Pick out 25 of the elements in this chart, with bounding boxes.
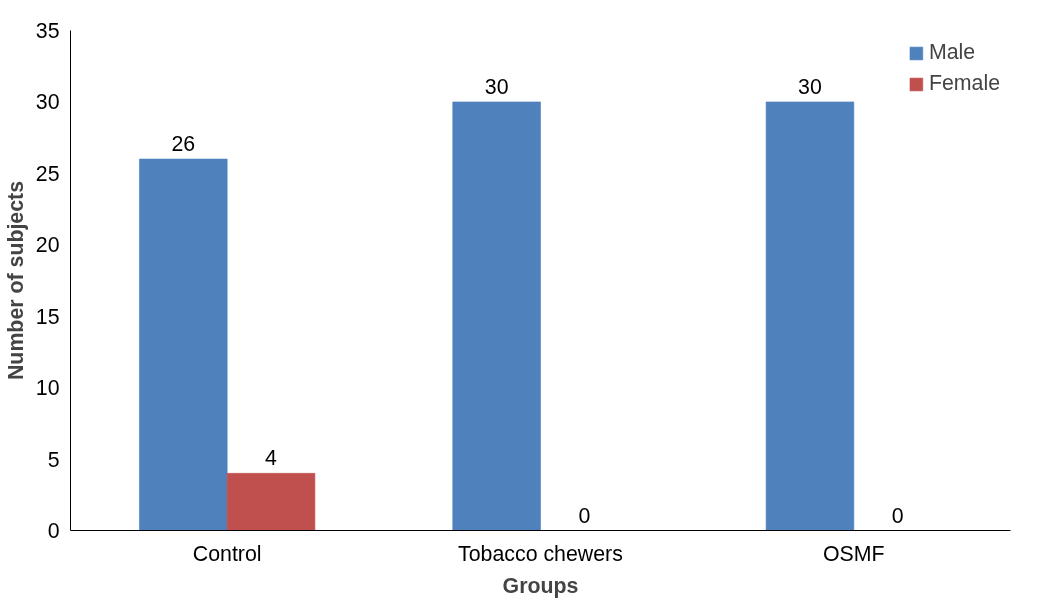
y-tick-label: 15 — [35, 304, 60, 329]
x-tick-label: Tobacco chewers — [458, 541, 623, 566]
bar — [226, 473, 316, 531]
y-axis-title: Number of subjects — [3, 180, 28, 381]
data-label: 30 — [484, 74, 509, 99]
bar — [765, 101, 855, 531]
y-tick-label: 0 — [47, 519, 60, 543]
bar — [452, 101, 541, 531]
x-axis-title: Groups — [502, 573, 579, 598]
y-tick-label: 5 — [47, 447, 60, 472]
data-label: 0 — [891, 503, 904, 528]
x-tick-label: Control — [192, 541, 262, 566]
bar — [139, 158, 228, 531]
data-label: 26 — [171, 132, 196, 157]
y-tick-label: 20 — [35, 233, 60, 258]
legend-label: Male — [928, 40, 976, 65]
y-tick-label: 10 — [35, 376, 60, 401]
legend-label: Female — [928, 71, 1000, 96]
data-label: 4 — [265, 446, 278, 471]
data-label: 30 — [798, 74, 822, 99]
x-tick-label: OSMF — [823, 541, 885, 566]
y-tick-label: 30 — [35, 90, 60, 115]
data-label: 0 — [578, 503, 591, 528]
y-tick-label: 25 — [35, 161, 60, 186]
y-tick-label: 35 — [35, 19, 60, 43]
